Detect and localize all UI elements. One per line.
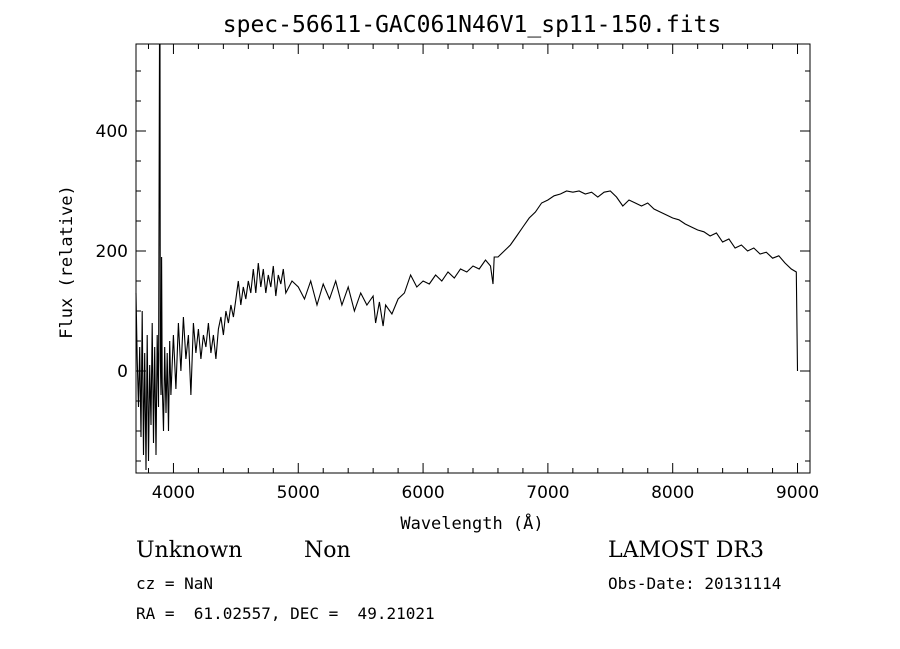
axis-tick-labels: 4000 5000 6000 7000 8000 9000 0 200 400 [96, 122, 820, 503]
x-tick-label: 5000 [277, 483, 320, 503]
x-axis-label: Wavelength (Å) [400, 512, 543, 534]
survey-name: LAMOST DR3 [608, 538, 764, 563]
y-tick-label: 400 [96, 122, 128, 142]
y-axis-label: Flux (relative) [57, 185, 77, 339]
x-tick-label: 7000 [526, 483, 569, 503]
object-subclass: Non [304, 538, 351, 563]
chart-title: spec-56611-GAC061N46V1_sp11-150.fits [223, 12, 722, 38]
coordinates: RA = 61.02557, DEC = 49.21021 [136, 604, 435, 623]
observation-date: Obs-Date: 20131114 [608, 574, 782, 593]
flux-series-line [135, 43, 799, 471]
x-tick-label: 6000 [401, 483, 444, 503]
plot-frame [135, 43, 811, 474]
x-tick-label: 4000 [152, 483, 195, 503]
y-tick-label: 0 [117, 362, 128, 382]
x-tick-label: 9000 [776, 483, 819, 503]
redshift-value: cz = NaN [136, 574, 214, 593]
axis-ticks [136, 44, 810, 473]
y-tick-label: 200 [96, 242, 128, 262]
x-tick-label: 8000 [651, 483, 694, 503]
object-class: Unknown [136, 538, 243, 563]
